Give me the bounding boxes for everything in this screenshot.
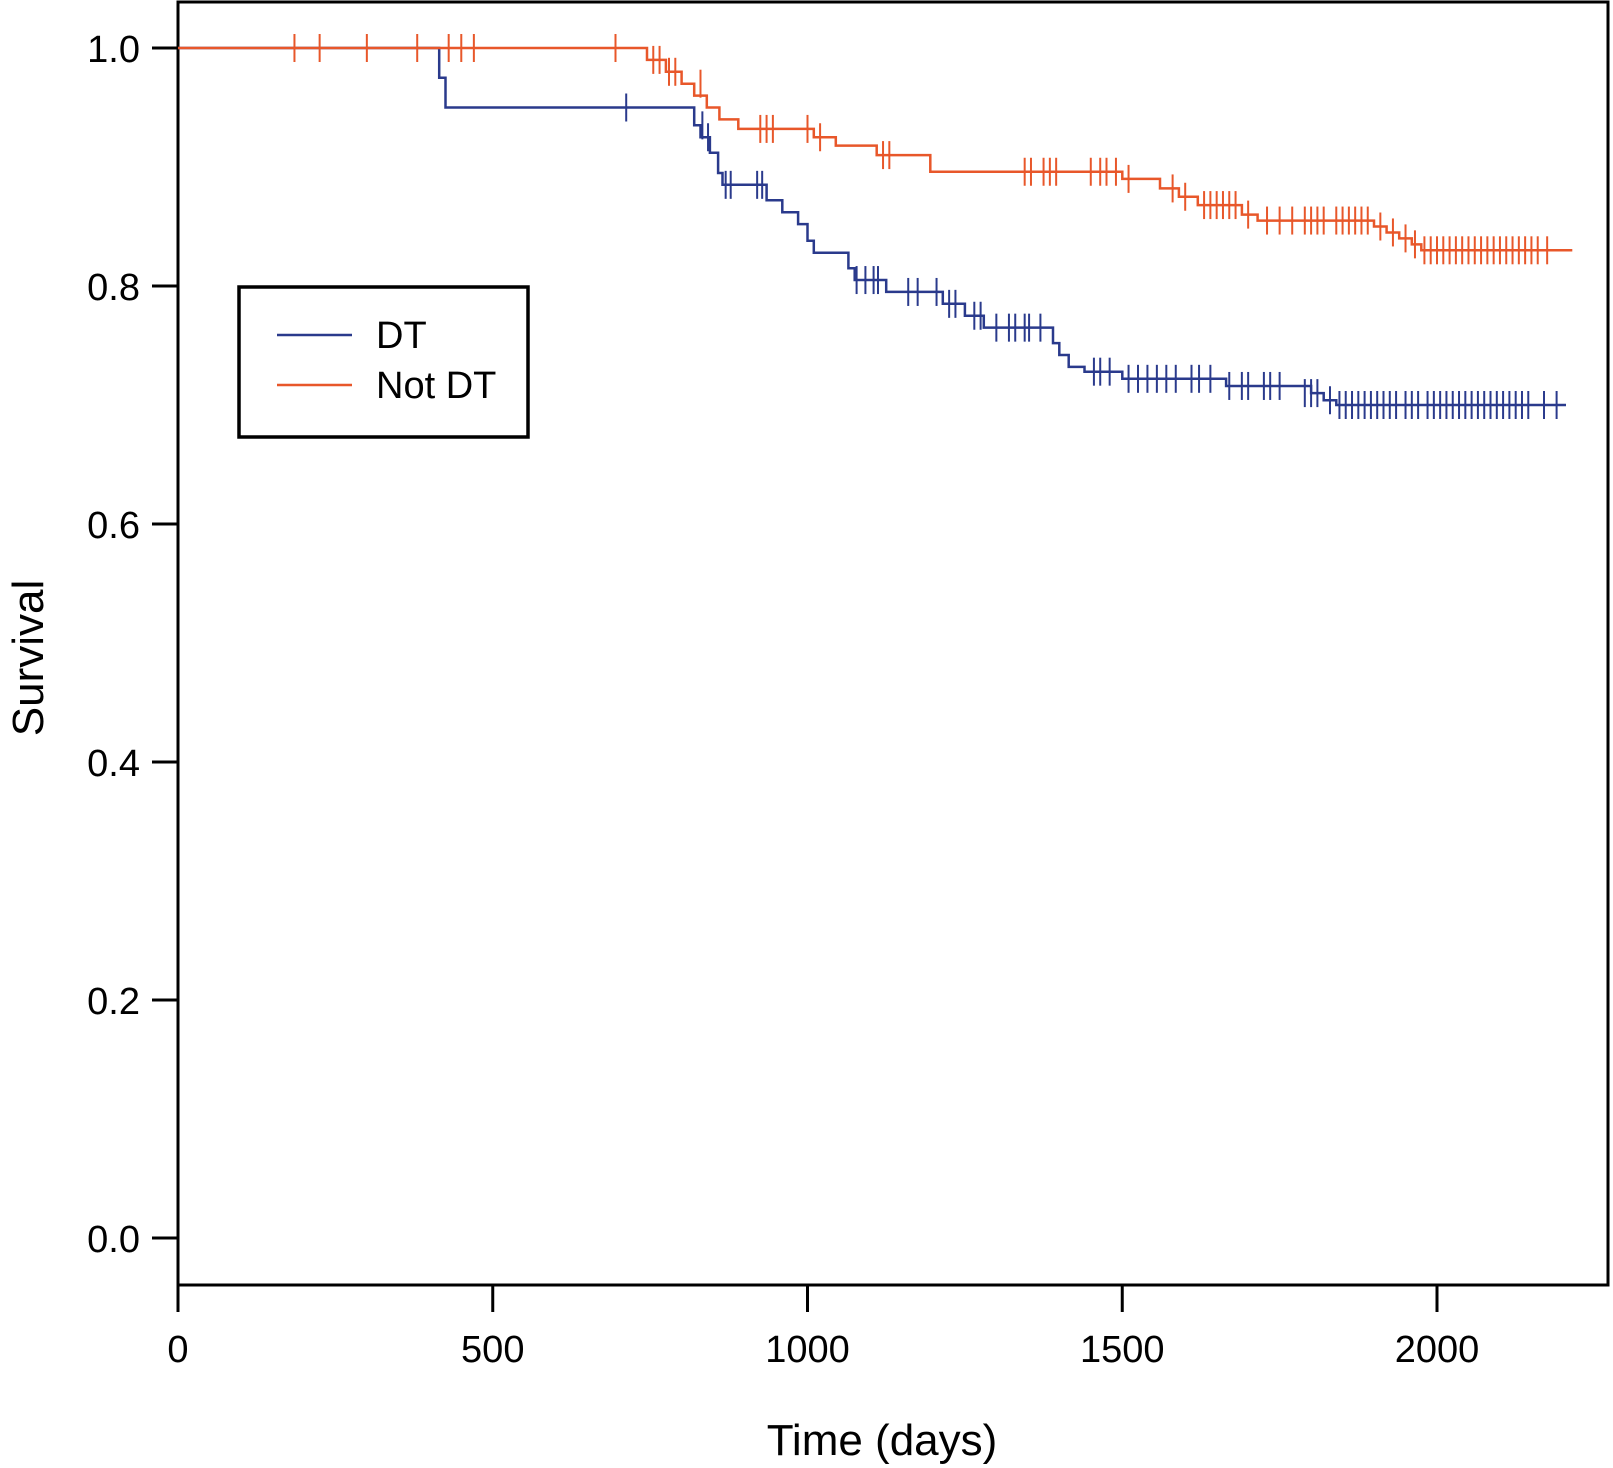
y-tick-label-2: 0.4 bbox=[87, 743, 140, 785]
legend-label-not-dt: Not DT bbox=[376, 365, 496, 407]
y-tick-label-0: 0.0 bbox=[87, 1219, 140, 1261]
x-tick-label-0: 0 bbox=[167, 1329, 188, 1371]
y-tick-label-3: 0.6 bbox=[87, 505, 140, 547]
x-tick-label-2: 1000 bbox=[765, 1329, 850, 1371]
series-line-dt bbox=[178, 46, 1566, 407]
plot-border bbox=[176, 0, 1610, 1287]
x-tick-label-4: 2000 bbox=[1395, 1329, 1480, 1371]
y-tick-label-1: 0.2 bbox=[87, 981, 140, 1023]
series-layer bbox=[178, 34, 1573, 419]
y-tick-label-4: 0.8 bbox=[87, 267, 140, 309]
legend: DT Not DT bbox=[237, 285, 530, 439]
legend-box bbox=[237, 285, 530, 439]
plot-area bbox=[176, 0, 1610, 1287]
legend-label-dt: DT bbox=[376, 315, 427, 357]
x-tick-label-1: 500 bbox=[461, 1329, 524, 1371]
series-line-not-dt bbox=[178, 46, 1573, 252]
axes: 0.0 0.2 0.4 0.6 0.8 1.0 0 500 1000 1500 2000 bbox=[87, 29, 1479, 1371]
x-tick-label-3: 1500 bbox=[1080, 1329, 1165, 1371]
y-axis-title: Survival bbox=[4, 580, 53, 737]
x-axis-title: Time (days) bbox=[767, 1416, 998, 1465]
y-tick-label-5: 1.0 bbox=[87, 29, 140, 71]
